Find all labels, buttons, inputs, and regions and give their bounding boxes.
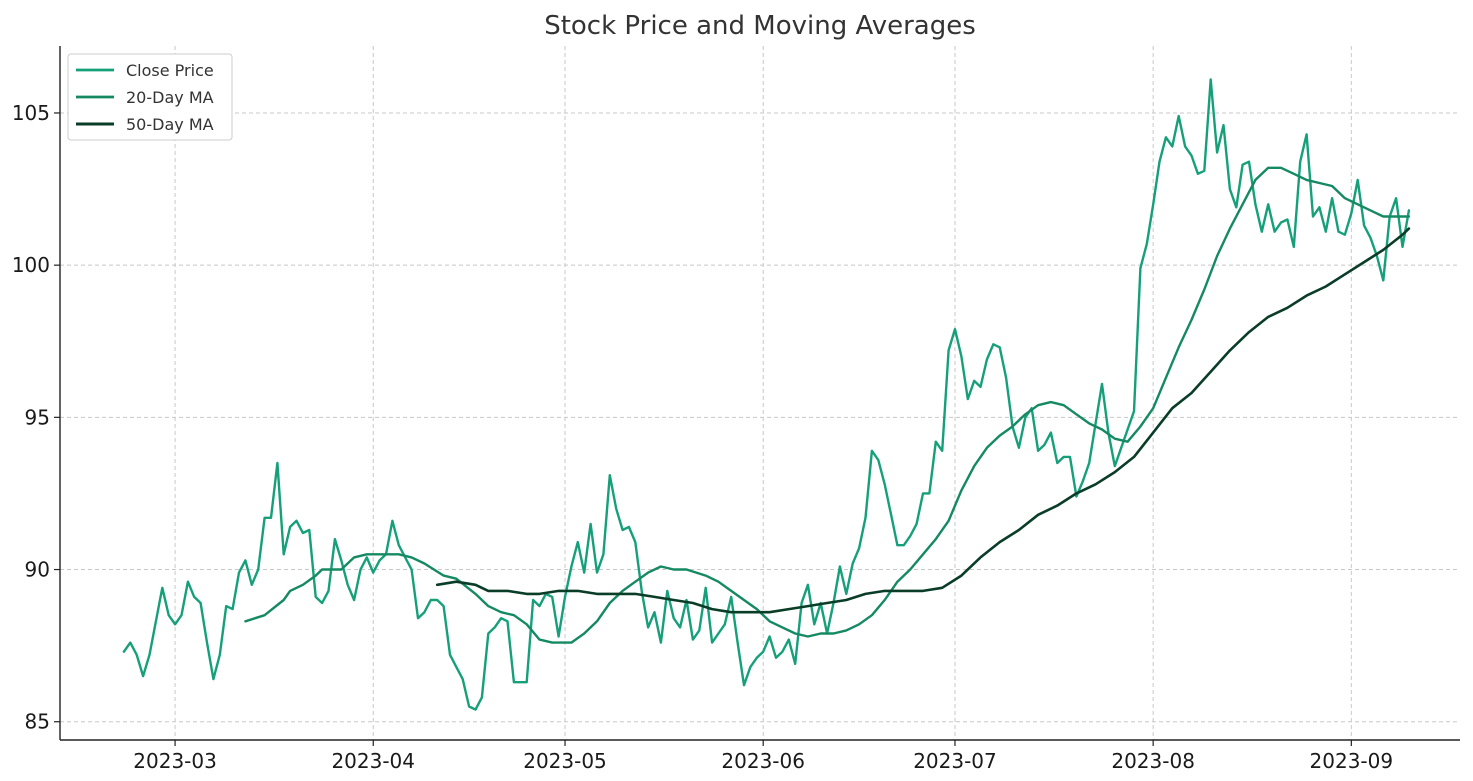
x-tick-label: 2023-08 bbox=[1111, 749, 1195, 773]
y-tick-label: 105 bbox=[12, 101, 50, 125]
legend-box bbox=[67, 53, 233, 141]
y-tick-label: 100 bbox=[12, 253, 50, 277]
y-tick-label: 90 bbox=[25, 558, 50, 582]
legend-label: Close Price bbox=[126, 61, 214, 80]
x-tick-label: 2023-06 bbox=[721, 749, 805, 773]
x-tick-label: 2023-04 bbox=[331, 749, 415, 773]
20-day-ma-line bbox=[244, 166, 1411, 644]
x-tick-label: 2023-05 bbox=[523, 749, 607, 773]
y-tick-label: 95 bbox=[25, 405, 50, 429]
50-day-ma-line bbox=[435, 227, 1411, 614]
close-price-line bbox=[122, 78, 1411, 711]
axes: 85 90 95 100 105 2023-03 2023-04 2023-05 2023-06… bbox=[12, 46, 1460, 773]
grid bbox=[60, 46, 1460, 740]
x-tick-label: 2023-03 bbox=[133, 749, 217, 773]
legend-label: 20-Day MA bbox=[126, 88, 214, 107]
series-group bbox=[122, 78, 1411, 711]
legend-label: 50-Day MA bbox=[126, 115, 214, 134]
x-tick-label: 2023-07 bbox=[913, 749, 997, 773]
x-tick-label: 2023-09 bbox=[1310, 749, 1394, 773]
y-tick-label: 85 bbox=[25, 710, 50, 734]
chart-title: Stock Price and Moving Averages bbox=[544, 11, 976, 41]
legend: Close Price 20-Day MA 50-Day MA bbox=[67, 53, 233, 141]
